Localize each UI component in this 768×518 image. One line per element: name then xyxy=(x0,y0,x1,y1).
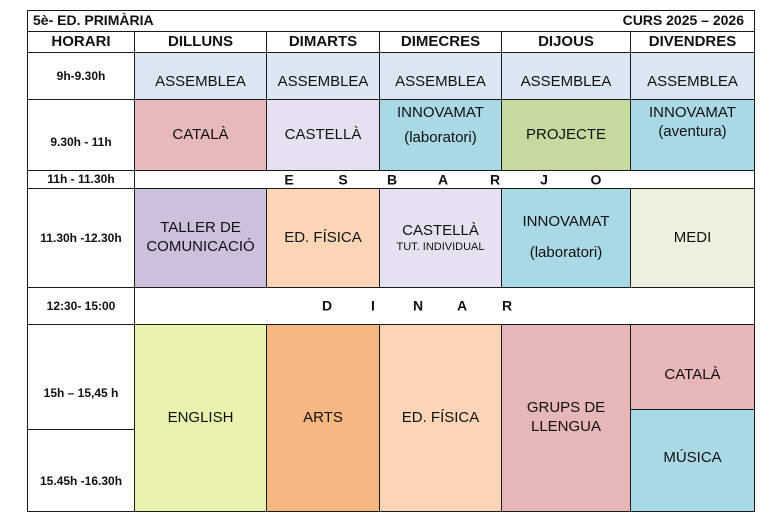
schedule-title-bar: 5è- ED. PRIMÀRIA CURS 2025 – 2026 xyxy=(27,10,755,32)
subject-detail: (aventura) xyxy=(658,122,727,140)
friday-assemblea: ASSEMBLEA xyxy=(630,52,755,100)
subject-name: INNOVAMAT xyxy=(522,213,610,231)
time-slot-7: 15.45h -16.30h xyxy=(27,429,135,512)
friday-musica: MÚSICA xyxy=(630,409,755,512)
subject-name: INNOVAMAT xyxy=(649,104,736,121)
subject-detail: (laboratori) xyxy=(529,244,603,261)
thursday-projecte: PROJECTE xyxy=(501,99,631,171)
friday-catala: CATALÀ xyxy=(630,324,755,410)
lunch-letter: D xyxy=(321,297,333,314)
school-year-label: CURS 2025 – 2026 xyxy=(622,12,744,29)
lunch-letter: A xyxy=(456,297,468,314)
time-slot-3: 11h - 11.30h xyxy=(27,170,135,189)
break-letter: J xyxy=(540,170,548,187)
header-divendres: DIVENDRES xyxy=(630,31,755,53)
subject-line-1: GRUPS DE xyxy=(526,399,606,417)
wednesday-assemblea: ASSEMBLEA xyxy=(379,52,502,100)
time-slot-5: 12:30- 15:00 xyxy=(27,287,135,325)
thursday-grups-llengua: GRUPS DE LLENGUA xyxy=(501,324,631,512)
wednesday-ed-fisica: ED. FÍSICA xyxy=(379,324,502,512)
friday-medi: MEDI xyxy=(630,188,755,288)
thursday-innovamat: INNOVAMAT (laboratori) xyxy=(501,188,631,288)
break-letter: R xyxy=(489,170,501,187)
break-letter: O xyxy=(590,170,602,187)
wednesday-castella-tutoria: CASTELLÀ TUT. INDIVIDUAL xyxy=(379,188,502,288)
time-slot-1: 9h-9.30h xyxy=(27,52,135,100)
monday-assemblea: ASSEMBLEA xyxy=(134,52,267,100)
subject-detail: (laboratori) xyxy=(404,128,477,146)
subject-name: INNOVAMAT xyxy=(397,104,484,121)
header-dimecres: DIMECRES xyxy=(379,31,502,53)
tuesday-castella: CASTELLÀ xyxy=(266,99,380,171)
subject-name: CASTELLÀ xyxy=(402,221,479,239)
subject-detail: TUT. INDIVIDUAL xyxy=(396,240,485,253)
lunch-letter: I xyxy=(371,297,375,314)
wednesday-innovamat: INNOVAMAT (laboratori) xyxy=(379,99,502,171)
tuesday-ed-fisica: ED. FÍSICA xyxy=(266,188,380,288)
break-letter: B xyxy=(386,170,398,187)
header-dilluns: DILLUNS xyxy=(134,31,267,53)
grade-label: 5è- ED. PRIMÀRIA xyxy=(33,12,154,29)
subject-line-2: COMUNICACIÓ xyxy=(146,238,255,255)
time-slot-2: 9.30h - 11h xyxy=(27,99,135,171)
lunch-letter: R xyxy=(501,297,513,314)
break-letter: S xyxy=(338,170,348,187)
header-dijous: DIJOUS xyxy=(501,31,631,53)
subject-line-2: LLENGUA xyxy=(530,418,602,435)
break-row-esbarjo: E S B A R J O xyxy=(134,170,755,189)
monday-english: ENGLISH xyxy=(134,324,267,512)
header-dimarts: DIMARTS xyxy=(266,31,380,53)
friday-innovamat: INNOVAMAT (aventura) xyxy=(630,99,755,171)
tuesday-arts: ARTS xyxy=(266,324,380,512)
time-slot-6: 15h – 15,45 h xyxy=(27,324,135,430)
break-letter: E xyxy=(284,170,294,187)
subject-line-1: TALLER DE xyxy=(160,219,241,237)
time-slot-4: 11.30h -12.30h xyxy=(27,188,135,288)
lunch-row-dinar: D I N A R xyxy=(134,287,755,325)
header-horari: HORARI xyxy=(27,31,135,53)
monday-taller-comunicacio: TALLER DE COMUNICACIÓ xyxy=(134,188,267,288)
tuesday-assemblea: ASSEMBLEA xyxy=(266,52,380,100)
lunch-letter: N xyxy=(412,297,424,314)
monday-catala: CATALÀ xyxy=(134,99,267,171)
break-letter: A xyxy=(437,170,449,187)
thursday-assemblea: ASSEMBLEA xyxy=(501,52,631,100)
